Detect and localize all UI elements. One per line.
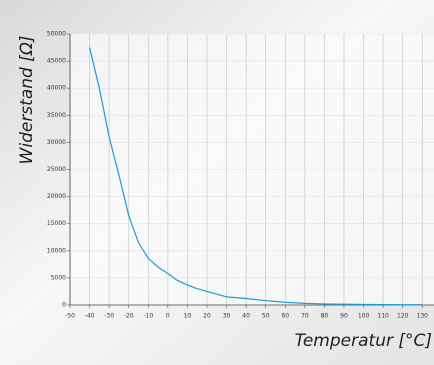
x-tick-label: 70 xyxy=(301,313,309,320)
data-line xyxy=(88,47,423,306)
x-tick-label: 130 xyxy=(417,313,429,320)
y-tick-label: 35000 xyxy=(47,112,66,119)
x-tick-label: 60 xyxy=(281,313,289,320)
y-tick-label: 20000 xyxy=(47,193,66,200)
y-tick-label: 10000 xyxy=(47,247,66,254)
x-tick-label: 10 xyxy=(184,313,192,320)
y-tick-label: 40000 xyxy=(47,85,66,92)
x-tick-label: 40 xyxy=(242,313,250,320)
y-tick-label: 30000 xyxy=(47,139,66,146)
x-axis-title: Temperatur [°C] xyxy=(295,331,432,351)
plot xyxy=(88,47,423,306)
y-tick-label: 15000 xyxy=(47,220,66,227)
x-tick-label: 20 xyxy=(203,313,211,320)
x-tick-label: -40 xyxy=(85,313,95,320)
x-tick-label: 80 xyxy=(321,313,329,320)
x-tick-label: 30 xyxy=(223,313,231,320)
x-tick-label: 90 xyxy=(340,313,348,320)
y-tick-label: 5000 xyxy=(51,274,66,281)
x-tick-label: -50 xyxy=(65,313,75,320)
x-tick-label: -30 xyxy=(104,313,114,320)
x-tick-label: 0 xyxy=(166,313,170,320)
x-tick-label: 110 xyxy=(377,313,389,320)
grid: 0 5000 10000 15000 20000 25000 30000 35000 40000… xyxy=(47,31,434,320)
y-axis-title: Widerstand [Ω] xyxy=(17,36,37,165)
y-tick-label: 45000 xyxy=(47,58,66,65)
y-tick-label: 0 xyxy=(62,302,66,309)
x-tick-label: -20 xyxy=(124,313,134,320)
x-tick-label: 100 xyxy=(358,313,370,320)
x-tick-label: 50 xyxy=(262,313,270,320)
x-tick-label: -10 xyxy=(143,313,153,320)
y-tick-label: 50000 xyxy=(47,31,66,38)
y-tick-label: 25000 xyxy=(47,166,66,173)
x-tick-label: 120 xyxy=(397,313,409,320)
